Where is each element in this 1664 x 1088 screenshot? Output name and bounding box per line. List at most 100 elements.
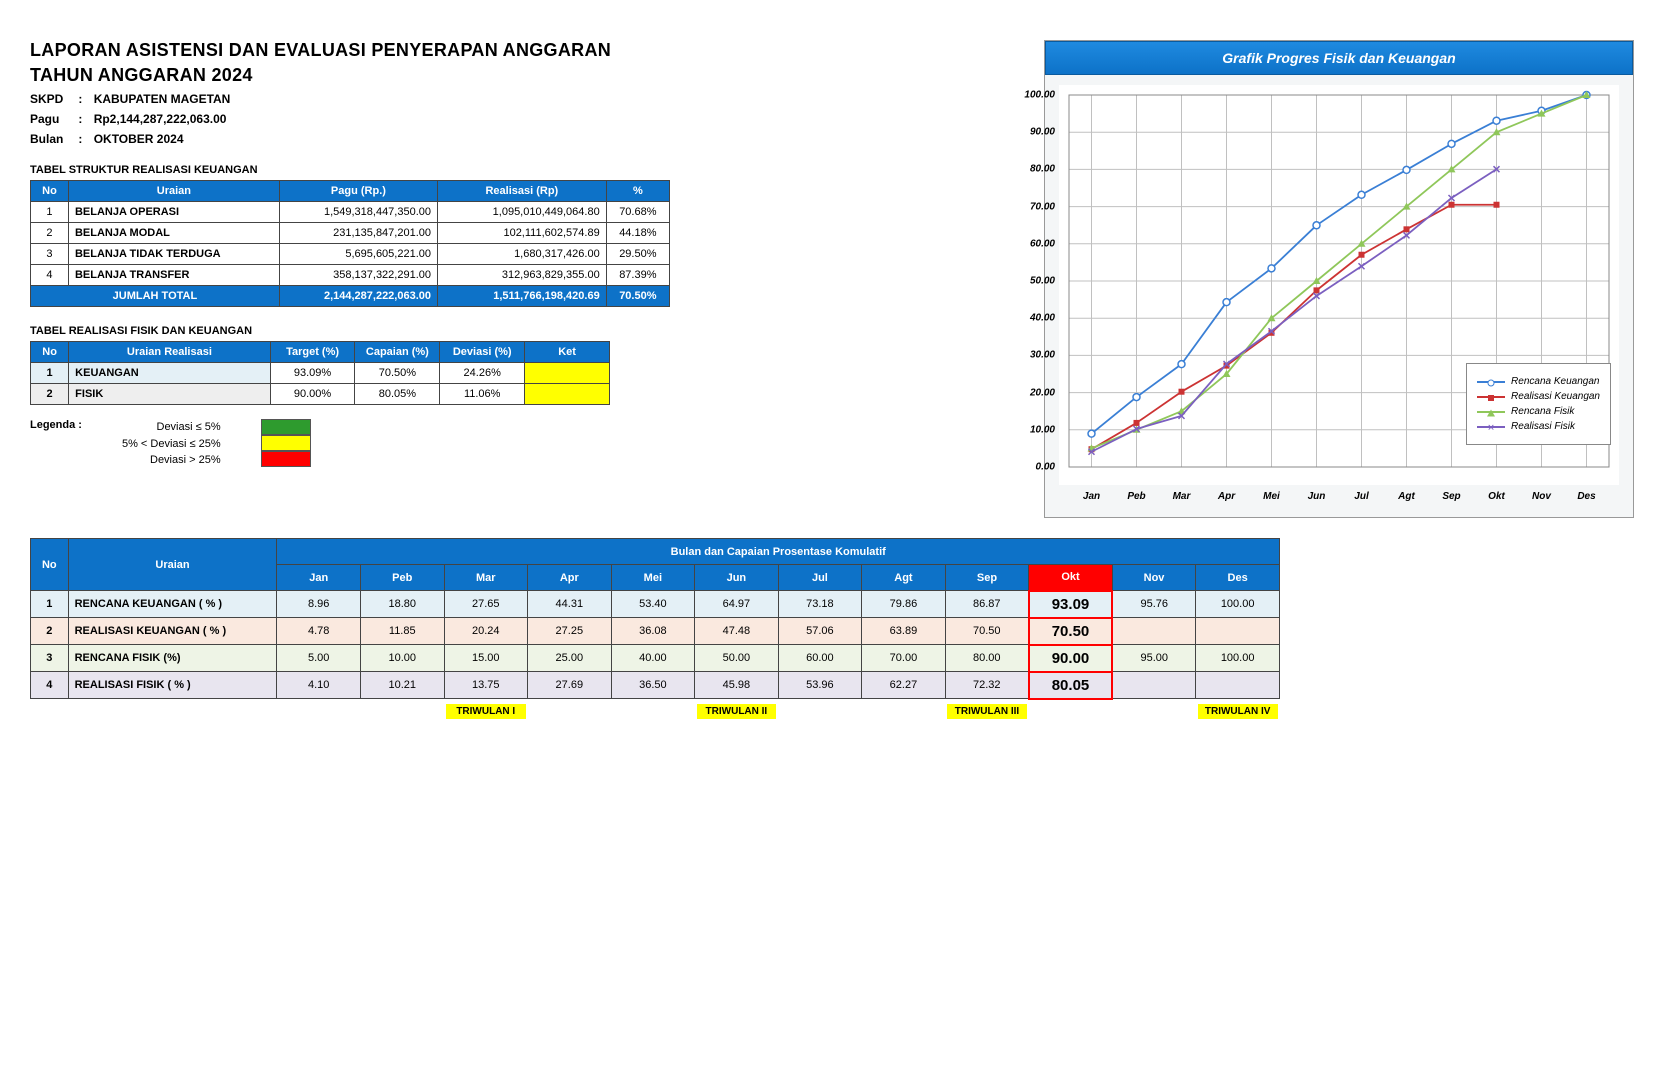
cell-value: 79.86 (862, 591, 946, 618)
chart-container: Grafik Progres Fisik dan Keuangan 0.0010… (1044, 40, 1634, 518)
cell-value: 13.75 (444, 672, 528, 699)
meta-bulan-value: OKTOBER 2024 (94, 132, 184, 146)
cell-value: 100.00 (1196, 645, 1280, 672)
cell-value: 44.31 (528, 591, 612, 618)
th3-month: Mar (444, 565, 528, 591)
cell-pagu: 5,695,605,221.00 (279, 244, 437, 265)
right-column: Grafik Progres Fisik dan Keuangan 0.0010… (690, 40, 1634, 518)
th2-deviasi: Deviasi (%) (440, 342, 525, 363)
table-row: 2 REALISASI KEUANGAN ( % )4.7811.8520.24… (31, 618, 1280, 645)
cell-value (1196, 672, 1280, 699)
chart-x-label: Nov (1532, 485, 1551, 502)
chart-y-label: 10.00 (1030, 424, 1059, 435)
cell-no: 1 (31, 202, 69, 223)
cell-capaian: 70.50% (355, 363, 440, 384)
table-prosentase-komulatif: No Uraian Bulan dan Capaian Prosentase K… (30, 538, 1280, 725)
cell-value (1112, 672, 1196, 699)
chart-legend: Rencana KeuanganRealisasi KeuanganRencan… (1466, 363, 1611, 445)
table-row: 1 RENCANA KEUANGAN ( % )8.9618.8027.6544… (31, 591, 1280, 618)
meta-pagu-label: Pagu (30, 112, 75, 126)
chart-legend-item: ✕Realisasi Fisik (1477, 421, 1600, 432)
cell-pct: 70.68% (606, 202, 669, 223)
cell-value: 100.00 (1196, 591, 1280, 618)
cell-pagu: 1,549,318,447,350.00 (279, 202, 437, 223)
left-column: LAPORAN ASISTENSI DAN EVALUASI PENYERAPA… (30, 40, 670, 518)
meta-pagu: Pagu : Rp2,144,287,222,063.00 (30, 112, 670, 126)
chart-x-label: Apr (1218, 485, 1235, 502)
cell-value: 50.00 (695, 645, 779, 672)
chart-legend-item: Realisasi Keuangan (1477, 391, 1600, 402)
chart-x-label: Jun (1308, 485, 1326, 502)
table-row: 3 RENCANA FISIK (%)5.0010.0015.0025.0040… (31, 645, 1280, 672)
cell-value: 73.18 (778, 591, 862, 618)
cell-value: 11.85 (360, 618, 444, 645)
cell-pct: 29.50% (606, 244, 669, 265)
chart-y-label: 30.00 (1030, 350, 1059, 361)
cell-value: 80.00 (945, 645, 1029, 672)
cell-ket (525, 363, 610, 384)
cell-value (1112, 618, 1196, 645)
chart-legend-label: Rencana Fisik (1511, 406, 1574, 417)
chart-y-label: 0.00 (1036, 462, 1059, 473)
legend-block: Legenda : Deviasi ≤ 5% 5% < Deviasi ≤ 25… (30, 419, 670, 469)
chart-legend-label: Realisasi Fisik (1511, 421, 1575, 432)
table-row: 2 FISIK 90.00% 80.05% 11.06% (31, 384, 610, 405)
chart-plot-area: 0.0010.0020.0030.0040.0050.0060.0070.008… (1059, 85, 1619, 485)
cell-value: 18.80 (360, 591, 444, 618)
legend-text-1: 5% < Deviasi ≤ 25% (122, 436, 221, 453)
cell-uraian: RENCANA KEUANGAN ( % ) (68, 591, 277, 618)
cell-uraian: BELANJA OPERASI (68, 202, 279, 223)
th2-ket: Ket (525, 342, 610, 363)
cell-value: 70.50 (945, 618, 1029, 645)
th3-month: Jan (277, 565, 361, 591)
meta-skpd-value: KABUPATEN MAGETAN (94, 92, 231, 106)
cell-value: 40.00 (611, 645, 695, 672)
th-no: No (31, 181, 69, 202)
meta-skpd-label: SKPD (30, 92, 75, 106)
cell-realisasi: 1,095,010,449,064.80 (438, 202, 607, 223)
cell-realisasi: 102,111,602,574.89 (438, 223, 607, 244)
th-pct: % (606, 181, 669, 202)
th-pagu: Pagu (Rp.) (279, 181, 437, 202)
chart-x-label: Mar (1173, 485, 1191, 502)
cell-value: 5.00 (277, 645, 361, 672)
cell-value: 45.98 (695, 672, 779, 699)
th3-no: No (31, 539, 69, 591)
cell-realisasi: 1,680,317,426.00 (438, 244, 607, 265)
th3-span: Bulan dan Capaian Prosentase Komulatif (277, 539, 1280, 565)
cell-uraian: REALISASI KEUANGAN ( % ) (68, 618, 277, 645)
cell-uraian: BELANJA MODAL (68, 223, 279, 244)
legend-text-2: Deviasi > 25% (122, 452, 221, 469)
cell-target: 90.00% (270, 384, 355, 405)
cell-pagu: 358,137,322,291.00 (279, 265, 437, 286)
total-pagu: 2,144,287,222,063.00 (279, 286, 437, 307)
cell-pct: 87.39% (606, 265, 669, 286)
legend-swatch-green (261, 419, 311, 435)
th2-target: Target (%) (270, 342, 355, 363)
cell-deviasi: 11.06% (440, 384, 525, 405)
chart-y-label: 100.00 (1024, 90, 1059, 101)
cell-no: 3 (31, 244, 69, 265)
cell-value: 95.00 (1112, 645, 1196, 672)
cell-no: 4 (31, 672, 69, 699)
th2-capaian: Capaian (%) (355, 342, 440, 363)
chart-y-label: 40.00 (1030, 313, 1059, 324)
cell-uraian: BELANJA TRANSFER (68, 265, 279, 286)
cell-value: 53.96 (778, 672, 862, 699)
cell-value: 80.05 (1029, 672, 1113, 699)
th3-month: Nov (1112, 565, 1196, 591)
th2-no: No (31, 342, 69, 363)
chart-x-label: Okt (1488, 485, 1505, 502)
meta-bulan-label: Bulan (30, 132, 75, 146)
th3-month: Mei (611, 565, 695, 591)
cell-value: 27.65 (444, 591, 528, 618)
meta-pagu-value: Rp2,144,287,222,063.00 (94, 112, 227, 126)
cell-value: 57.06 (778, 618, 862, 645)
cell-value: 70.00 (862, 645, 946, 672)
cell-realisasi: 312,963,829,355.00 (438, 265, 607, 286)
cell-no: 1 (31, 363, 69, 384)
th3-month: Des (1196, 565, 1280, 591)
meta-bulan: Bulan : OKTOBER 2024 (30, 132, 670, 146)
th3-month: Agt (862, 565, 946, 591)
table-realisasi-fisik: No Uraian Realisasi Target (%) Capaian (… (30, 341, 610, 405)
